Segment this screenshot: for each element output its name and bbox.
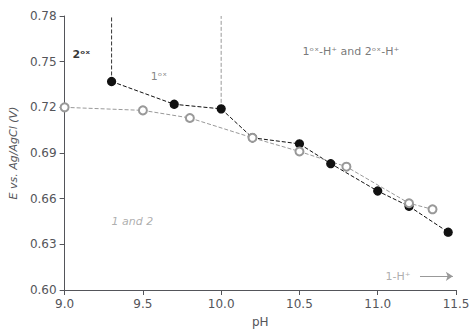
svg-text:9.0: 9.0: [55, 297, 74, 311]
svg-text:pH: pH: [252, 315, 269, 329]
svg-text:9.5: 9.5: [133, 297, 152, 311]
svg-text:0.78: 0.78: [30, 9, 57, 23]
svg-text:11.5: 11.5: [443, 297, 470, 311]
svg-text:1ᵒˣ: 1ᵒˣ: [151, 70, 168, 83]
svg-text:1 and 2: 1 and 2: [112, 215, 154, 228]
svg-text:11.0: 11.0: [364, 297, 391, 311]
svg-text:1-H⁺: 1-H⁺: [386, 270, 411, 283]
svg-text:0.69: 0.69: [30, 146, 57, 160]
svg-text:0.66: 0.66: [30, 192, 57, 206]
svg-text:1ᵒˣ-H⁺ and 2ᵒˣ-H⁺: 1ᵒˣ-H⁺ and 2ᵒˣ-H⁺: [303, 45, 400, 58]
svg-text:10.5: 10.5: [286, 297, 313, 311]
svg-text:0.75: 0.75: [30, 55, 57, 69]
svg-text:0.63: 0.63: [30, 237, 57, 251]
svg-text:E vs. Ag/AgCl (V): E vs. Ag/AgCl (V): [7, 107, 20, 200]
svg-text:0.60: 0.60: [30, 283, 57, 297]
svg-text:0.72: 0.72: [30, 100, 57, 114]
svg-text:10.0: 10.0: [208, 297, 235, 311]
svg-text:2ᵒˣ: 2ᵒˣ: [72, 48, 90, 61]
